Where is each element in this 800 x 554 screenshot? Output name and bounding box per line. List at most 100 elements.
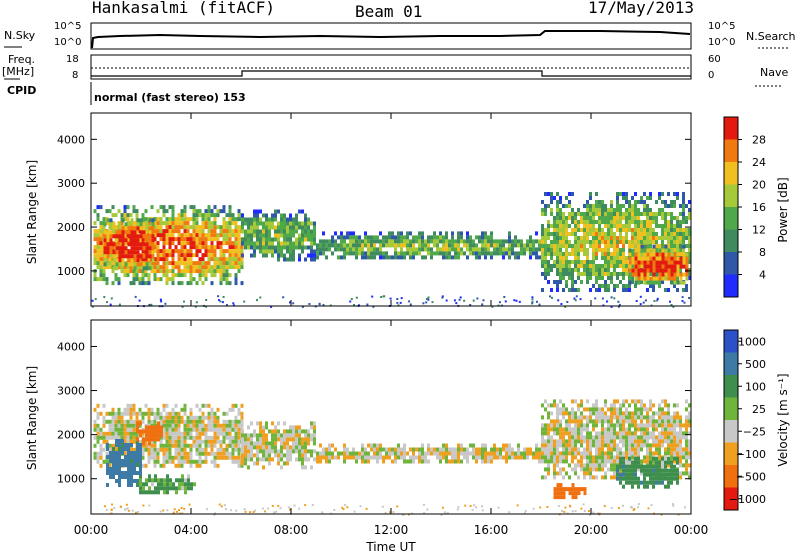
- echo-cell: [592, 463, 595, 468]
- echo-cell: [389, 297, 392, 300]
- echo-cell: [286, 257, 289, 262]
- echo-cell: [517, 451, 520, 456]
- echo-cell: [216, 245, 220, 250]
- echo-cell: [108, 447, 112, 452]
- echo-cell: [577, 252, 580, 256]
- echo-cell: [397, 235, 400, 240]
- echo-cell: [115, 463, 118, 467]
- echo-cell: [454, 243, 457, 248]
- echo-cell: [436, 451, 439, 456]
- echo-cell: [286, 225, 289, 230]
- echo-cell: [151, 433, 154, 438]
- echo-cell: [228, 249, 232, 254]
- echo-cell: [403, 443, 406, 448]
- echo-cell: [144, 463, 148, 468]
- echo-cell: [556, 256, 559, 260]
- echo-cell: [631, 196, 634, 200]
- echo-cell: [231, 217, 235, 222]
- echo-cell: [685, 423, 688, 428]
- echo-cell: [310, 221, 313, 226]
- echo-cell: [192, 419, 196, 424]
- echo-cell: [655, 472, 658, 477]
- echo-cell: [192, 427, 196, 432]
- echo-cell: [186, 241, 190, 246]
- echo-cell: [562, 224, 565, 228]
- echo-cell: [625, 427, 628, 432]
- echo-cell: [123, 265, 127, 270]
- echo-cell: [99, 257, 103, 262]
- echo-cell: [481, 447, 484, 452]
- echo-cell: [559, 272, 562, 276]
- echo-cell: [676, 272, 680, 277]
- echo-cell: [661, 463, 664, 468]
- echo-cell: [646, 240, 649, 244]
- echo-cell: [316, 247, 319, 252]
- echo-cell: [514, 451, 517, 456]
- echo-cell: [607, 272, 610, 276]
- echo-cell: [553, 280, 556, 284]
- echo-cell: [640, 407, 643, 412]
- echo-cell: [685, 435, 688, 440]
- echo-cell: [619, 252, 622, 256]
- echo-cell: [607, 459, 610, 464]
- echo-cell: [433, 239, 436, 244]
- echo-cell: [617, 507, 620, 509]
- echo-cell: [99, 205, 103, 210]
- echo-cell: [280, 449, 283, 454]
- echo-cell: [355, 451, 358, 456]
- echo-cell: [604, 248, 607, 252]
- echo-cell: [114, 435, 118, 440]
- echo-cell: [661, 240, 664, 244]
- echo-cell: [631, 464, 634, 469]
- echo-cell: [676, 411, 679, 416]
- echo-cell: [583, 260, 586, 264]
- echo-cell: [670, 252, 674, 257]
- echo-cell: [114, 419, 118, 424]
- echo-cell: [304, 225, 307, 230]
- echo-cell: [670, 260, 674, 265]
- echo-cell: [652, 403, 655, 408]
- echo-cell: [637, 224, 640, 228]
- echo-cell: [667, 415, 670, 420]
- echo-cell: [400, 447, 403, 452]
- echo-cell: [580, 240, 583, 244]
- echo-cell: [652, 212, 655, 216]
- echo-cell: [631, 423, 634, 428]
- echo-cell: [676, 240, 679, 244]
- echo-cell: [676, 280, 680, 285]
- echo-cell: [136, 429, 139, 434]
- echo-cell: [382, 243, 385, 248]
- echo-cell: [667, 451, 670, 456]
- echo-cell: [562, 455, 565, 460]
- echo-cell: [616, 411, 619, 416]
- echo-cell: [553, 236, 556, 240]
- cpid-text: normal (fast stereo) 153: [94, 91, 246, 104]
- echo-cell: [664, 256, 668, 261]
- echo-cell: [271, 225, 274, 230]
- echo-cell: [622, 427, 625, 432]
- echo-cell: [162, 455, 166, 460]
- echo-cell: [222, 217, 226, 222]
- echo-cell: [628, 431, 631, 436]
- echo-cell: [556, 471, 559, 476]
- echo-cell: [592, 252, 595, 256]
- echo-cell: [372, 305, 375, 308]
- echo-cell: [237, 435, 241, 440]
- echo-cell: [225, 241, 229, 246]
- echo-cell: [568, 252, 571, 256]
- echo-cell: [463, 447, 466, 452]
- echo-cell: [628, 427, 631, 432]
- echo-cell: [559, 443, 562, 448]
- echo-cell: [385, 455, 388, 460]
- echo-cell: [159, 298, 162, 301]
- echo-cell: [511, 451, 514, 456]
- echo-cell: [583, 252, 586, 256]
- echo-cell: [586, 220, 589, 224]
- echo-cell: [117, 209, 121, 214]
- echo-cell: [682, 252, 686, 257]
- echo-cell: [103, 246, 107, 251]
- echo-cell: [667, 232, 670, 236]
- echo-cell: [213, 463, 217, 468]
- echo-cell: [586, 431, 589, 436]
- echo-cell: [177, 459, 181, 464]
